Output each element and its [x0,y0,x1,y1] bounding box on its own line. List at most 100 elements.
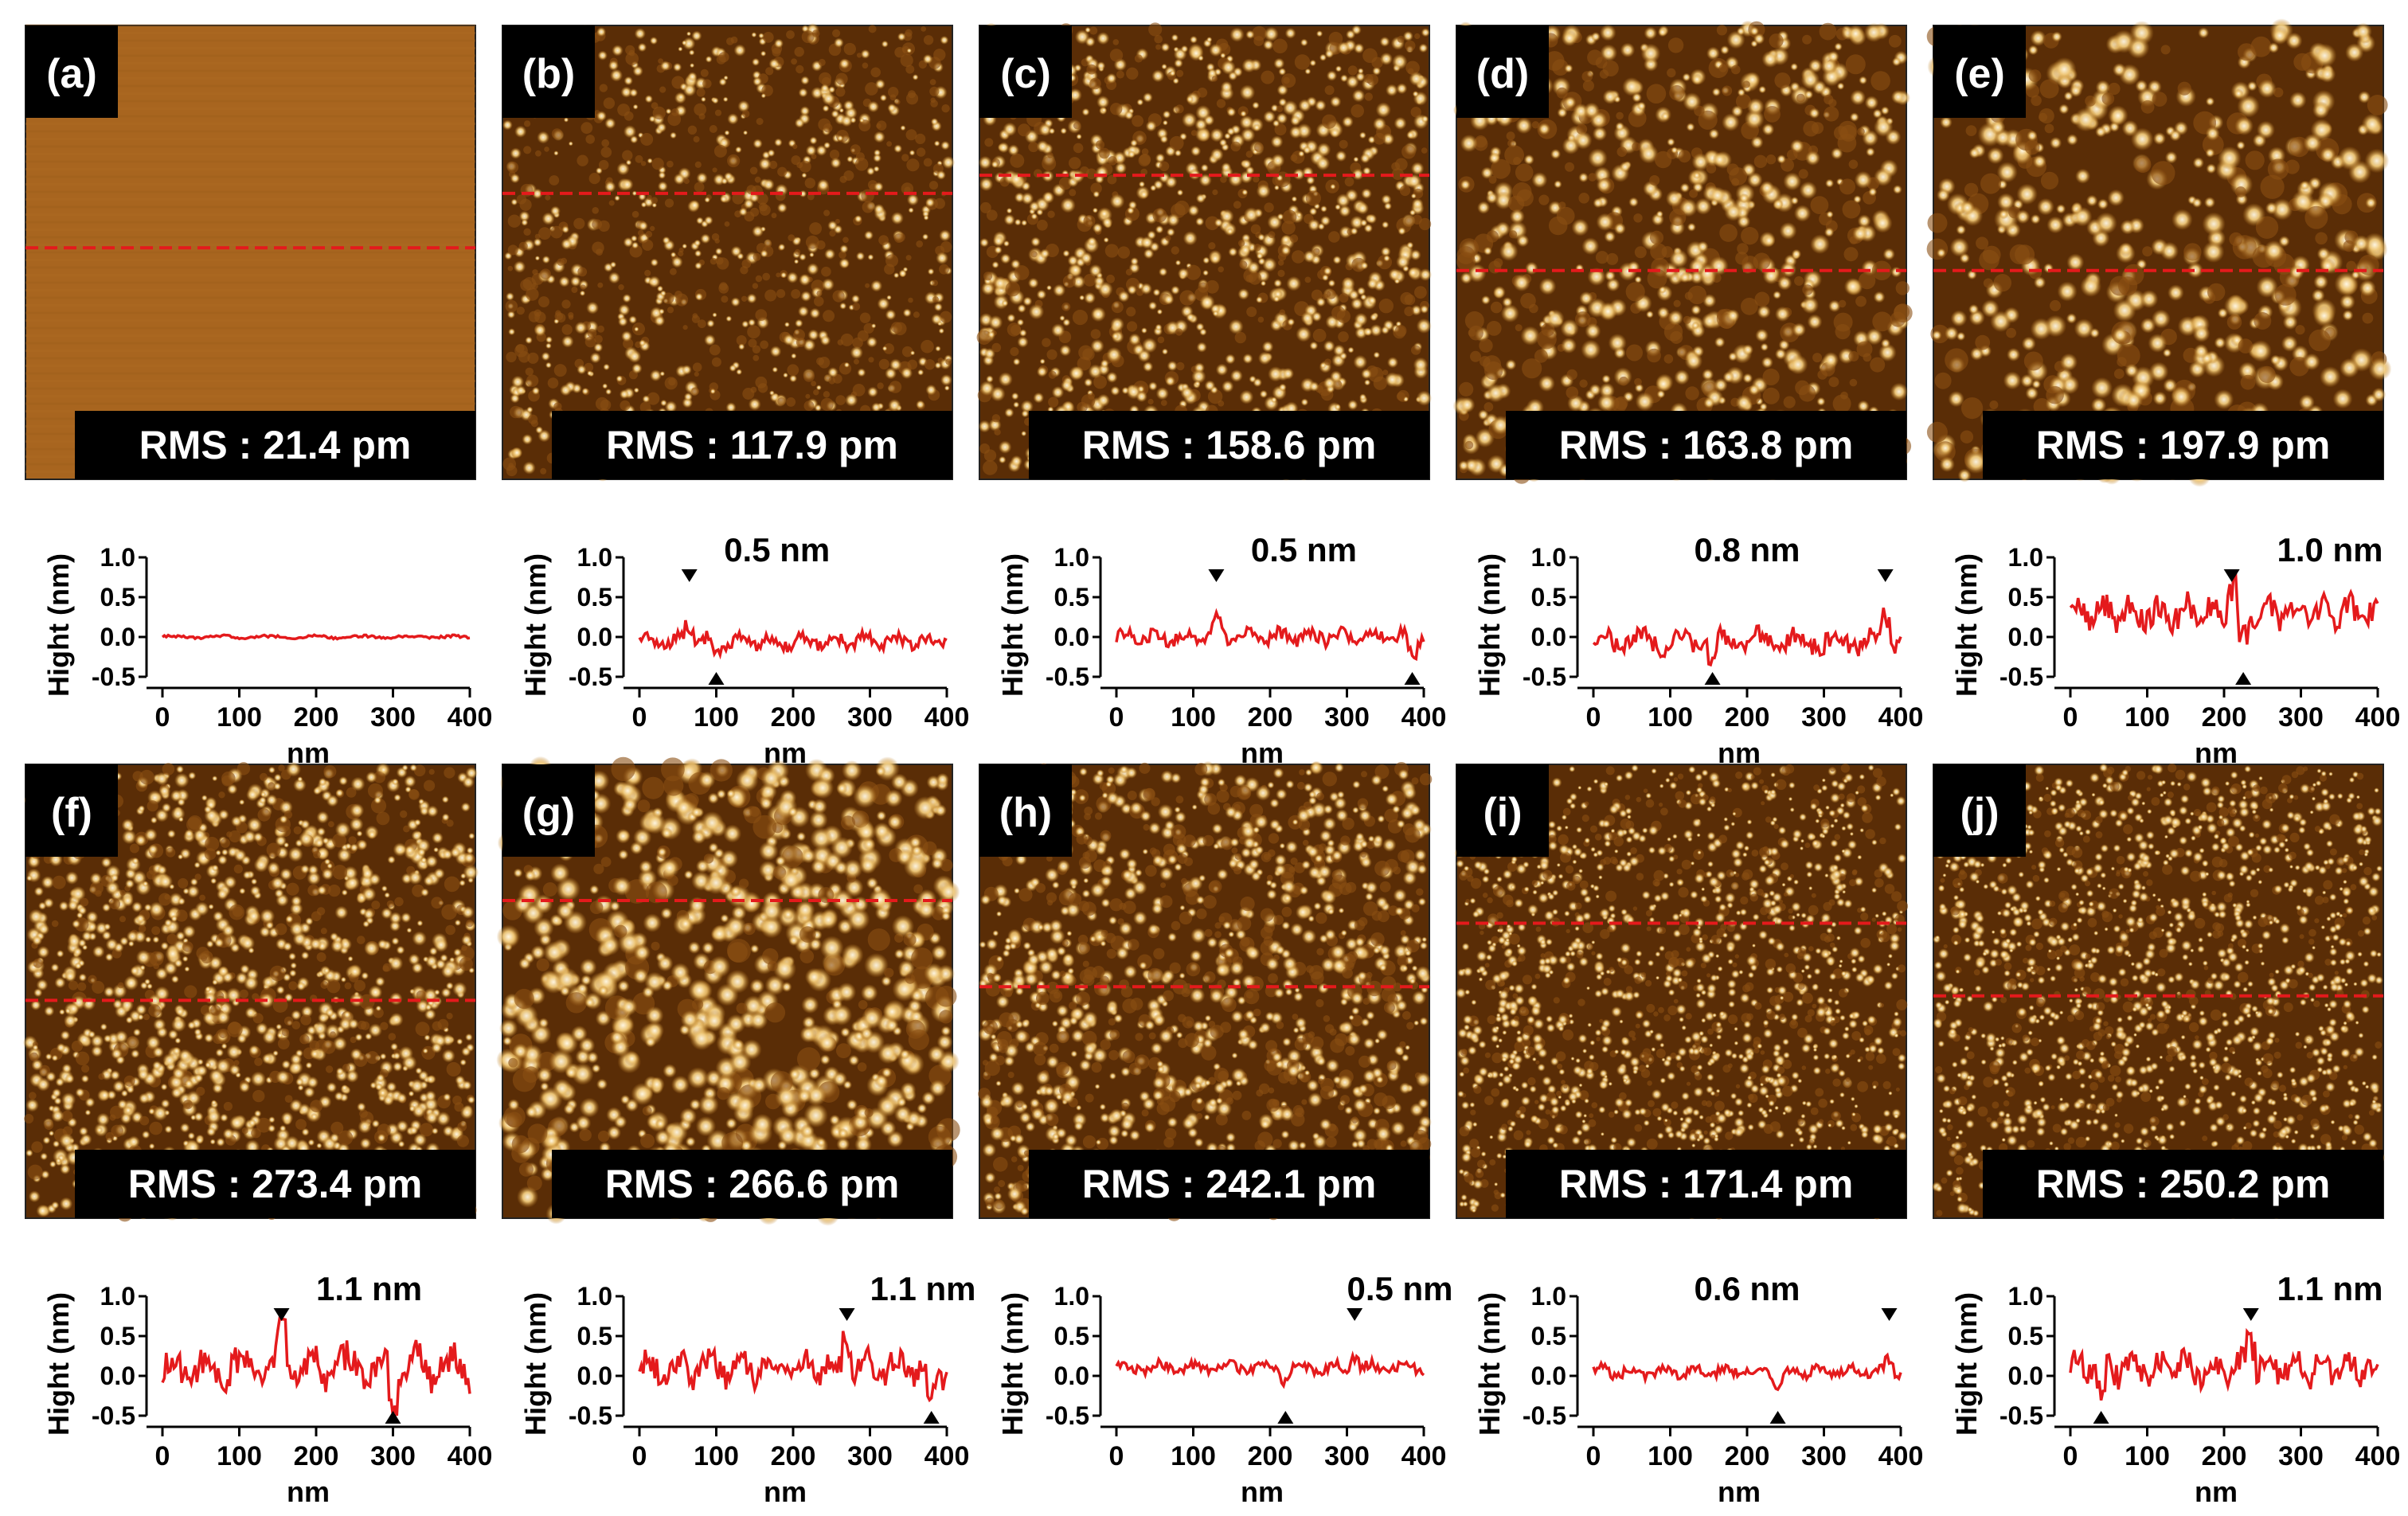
grain [49,1160,57,1168]
grain [2091,377,2113,399]
grain [223,1101,233,1112]
grain [2112,63,2127,77]
grain [1483,246,1492,256]
grain [1290,154,1298,162]
grain [735,146,742,154]
grain [901,367,913,380]
grain [991,160,999,169]
grain [1753,154,1768,168]
grain [2095,126,2107,138]
grain [1373,376,1387,390]
grain [530,420,539,428]
grain [408,789,420,800]
grain [1093,275,1105,287]
grain [794,248,801,256]
grain [1048,127,1056,135]
grain [1239,84,1256,100]
grain [1253,244,1261,252]
grain [105,938,119,951]
grain [239,887,246,895]
grain [288,981,298,990]
grain [1239,260,1248,269]
grain [2142,246,2153,257]
grain [2304,205,2328,229]
grain [922,233,929,240]
grain [2312,101,2330,119]
grain [1808,107,1820,119]
grain [131,1049,140,1059]
grain [328,884,341,897]
grain [1458,460,1469,471]
grain [1060,197,1076,213]
grain [1130,139,1138,147]
grain [579,290,586,296]
grain [1136,98,1144,106]
y-tick-label: 1.0 [100,543,135,572]
grain [177,798,186,807]
grain [769,346,782,358]
grain [600,147,612,158]
grain [1573,131,1593,150]
grain [1762,234,1776,248]
grain [1656,389,1666,399]
grain [854,215,862,223]
grain [1342,115,1354,128]
grain [1582,80,1594,92]
grain [640,133,654,146]
grain [749,166,758,175]
y-tick-label: 1.0 [1531,543,1566,572]
grain [1396,392,1405,401]
grain [2258,365,2276,384]
grain [664,198,674,208]
grain [1171,285,1180,295]
grain [741,259,752,269]
grain [1324,85,1335,96]
grain [716,54,726,64]
grain [1042,156,1057,171]
grain [1828,299,1841,313]
grain [768,58,780,69]
grain [1347,400,1358,411]
grain [842,100,854,111]
grain [1866,147,1875,157]
grain [1237,288,1249,300]
grain [916,147,926,157]
grain [1289,125,1303,139]
grain [2120,219,2136,235]
grain [829,149,840,160]
grain [1106,346,1122,363]
grain [650,258,659,267]
grain [1614,396,1628,410]
grain [1411,197,1424,210]
grain [1042,338,1051,347]
grain [1010,347,1019,357]
grain [1190,130,1198,136]
grain [1828,377,1839,388]
grain [584,336,596,348]
grain [803,370,815,382]
grain [265,794,278,807]
grain [2214,389,2234,410]
grain [1176,361,1185,371]
grain [1243,207,1260,223]
grain [1229,27,1245,42]
grain [1788,354,1808,375]
step-height-label: 1.0 nm [2277,531,2383,568]
grain [921,339,934,354]
grain [1880,338,1891,349]
grain [983,449,997,462]
grain [1773,291,1782,299]
grain [325,1065,334,1073]
grain [882,346,888,351]
grain [1109,193,1125,209]
grain [52,875,66,889]
grain [610,261,617,268]
grain [1166,228,1175,236]
grain [1363,327,1373,337]
grain [2205,126,2220,141]
grain [608,200,615,206]
grain [560,384,572,397]
grain [1360,261,1369,270]
grain [276,1023,283,1030]
